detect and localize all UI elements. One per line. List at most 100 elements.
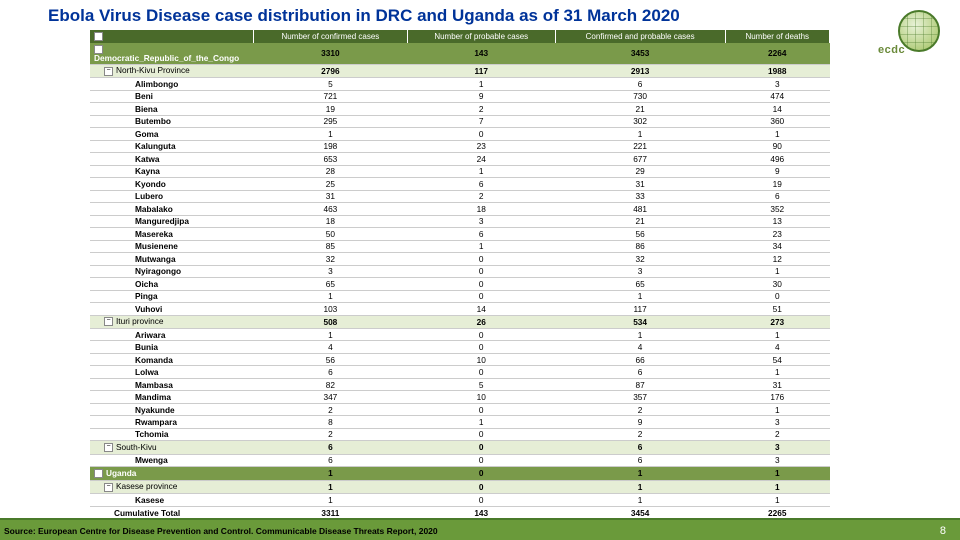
cell-value: 56: [254, 353, 408, 365]
table-row: Komanda56106654: [90, 353, 830, 365]
row-label: −South-Kivu: [90, 441, 254, 455]
cell-value: 2: [254, 428, 408, 440]
cell-value: 1: [725, 467, 830, 481]
cell-value: 85: [254, 240, 408, 252]
cell-value: 3: [725, 416, 830, 428]
cell-value: 6: [555, 441, 725, 455]
row-label: Kasese: [90, 494, 254, 506]
collapse-icon[interactable]: −: [94, 469, 103, 478]
cell-value: 0: [407, 128, 555, 140]
row-label: Katwa: [90, 153, 254, 165]
row-label: Kalunguta: [90, 140, 254, 152]
table-row: Lubero312336: [90, 190, 830, 202]
cell-value: 0: [407, 441, 555, 455]
cell-value: 176: [725, 391, 830, 403]
cell-value: 4: [254, 341, 408, 353]
row-label: Ariwara: [90, 329, 254, 341]
table-row: −South-Kivu6063: [90, 441, 830, 455]
row-label: Nyiragongo: [90, 265, 254, 277]
cell-value: 103: [254, 303, 408, 315]
cell-value: 1: [254, 329, 408, 341]
table-row: Mambasa8258731: [90, 378, 830, 390]
row-label: Lubero: [90, 190, 254, 202]
cell-value: 32: [555, 253, 725, 265]
cell-value: 4: [725, 341, 830, 353]
cell-value: 12: [725, 253, 830, 265]
table-row: Masereka5065623: [90, 228, 830, 240]
cell-value: 90: [725, 140, 830, 152]
row-label: Mandima: [90, 391, 254, 403]
cell-value: 1: [725, 329, 830, 341]
cell-value: 2: [555, 428, 725, 440]
cell-value: 82: [254, 378, 408, 390]
cell-value: 0: [407, 341, 555, 353]
cell-value: 5: [407, 378, 555, 390]
cell-value: 2: [407, 103, 555, 115]
cell-value: 1: [254, 128, 408, 140]
cell-value: 6: [407, 228, 555, 240]
table-row: −Kasese province1011: [90, 480, 830, 494]
table-row: Kayna281299: [90, 165, 830, 177]
row-label: Mambasa: [90, 378, 254, 390]
row-label: Musienene: [90, 240, 254, 252]
cell-value: 117: [407, 64, 555, 78]
row-label: Mwenga: [90, 454, 254, 466]
collapse-icon[interactable]: −: [94, 45, 103, 54]
cell-value: 0: [407, 253, 555, 265]
row-label: Manguredjipa: [90, 215, 254, 227]
cell-value: 3: [555, 265, 725, 277]
row-label: Nyakunde: [90, 403, 254, 415]
cell-value: 1: [725, 366, 830, 378]
cell-value: 51: [725, 303, 830, 315]
cell-value: 7: [407, 115, 555, 127]
cell-value: 2913: [555, 64, 725, 78]
cell-value: 31: [555, 178, 725, 190]
cell-value: 1: [555, 329, 725, 341]
cell-value: 1988: [725, 64, 830, 78]
cell-value: 33: [555, 190, 725, 202]
cell-value: 474: [725, 90, 830, 102]
cell-value: 3: [725, 454, 830, 466]
row-label: Vuhovi: [90, 303, 254, 315]
cell-value: 6: [254, 441, 408, 455]
row-label: Goma: [90, 128, 254, 140]
collapse-icon[interactable]: −: [104, 443, 113, 452]
collapse-icon[interactable]: −: [104, 483, 113, 492]
cell-value: 1: [254, 290, 408, 302]
cell-value: 4: [555, 341, 725, 353]
cell-value: 221: [555, 140, 725, 152]
ebola-case-table: − Number of confirmed cases Number of pr…: [90, 30, 830, 520]
cell-value: 0: [407, 467, 555, 481]
cell-value: 2: [407, 190, 555, 202]
cell-value: 31: [725, 378, 830, 390]
row-label: −Ituri province: [90, 315, 254, 329]
cell-value: 1: [254, 467, 408, 481]
cell-value: 34: [725, 240, 830, 252]
cell-value: 1: [254, 480, 408, 494]
cell-value: 534: [555, 315, 725, 329]
row-label: Mutwanga: [90, 253, 254, 265]
cell-value: 24: [407, 153, 555, 165]
table-row: Biena1922114: [90, 103, 830, 115]
cell-value: 1: [725, 265, 830, 277]
cell-value: 143: [407, 43, 555, 64]
collapse-icon[interactable]: −: [94, 32, 103, 41]
row-label: −Uganda: [90, 467, 254, 481]
table-row: Goma1011: [90, 128, 830, 140]
cell-value: 295: [254, 115, 408, 127]
col-header-probable: Number of probable cases: [407, 30, 555, 43]
cell-value: 25: [254, 178, 408, 190]
collapse-icon[interactable]: −: [104, 317, 113, 326]
table-row: Nyiragongo3031: [90, 265, 830, 277]
cell-value: 496: [725, 153, 830, 165]
table-row: Lolwa6061: [90, 366, 830, 378]
cell-value: 2: [555, 403, 725, 415]
row-label: −Kasese province: [90, 480, 254, 494]
cell-value: 14: [725, 103, 830, 115]
cell-value: 9: [407, 90, 555, 102]
cell-value: 3: [725, 78, 830, 90]
table-row: Tchomia2022: [90, 428, 830, 440]
row-label: Kyondo: [90, 178, 254, 190]
cell-value: 6: [555, 366, 725, 378]
collapse-icon[interactable]: −: [104, 67, 113, 76]
